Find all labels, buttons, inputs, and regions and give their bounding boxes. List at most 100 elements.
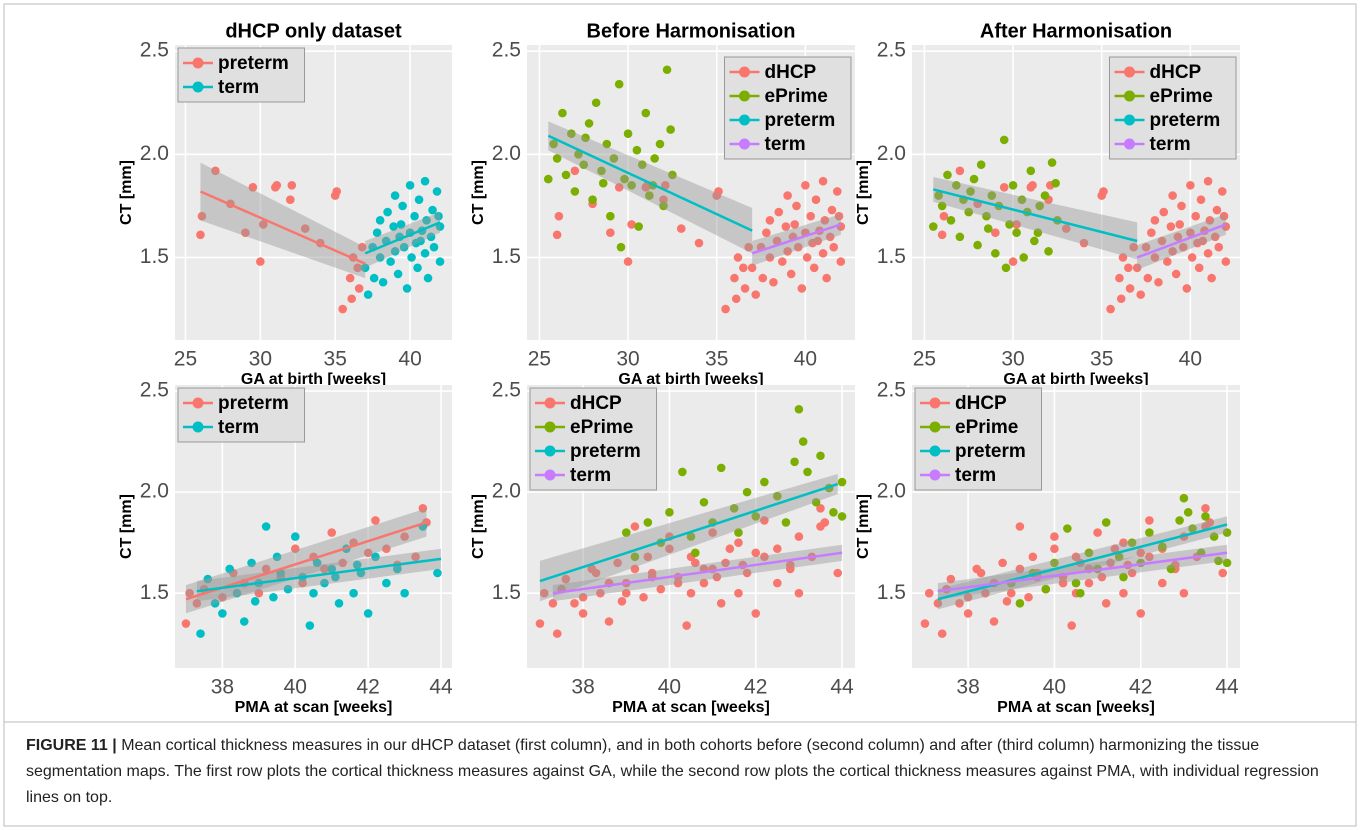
legend-key: [544, 469, 556, 481]
point: [798, 437, 808, 446]
point: [834, 211, 844, 221]
legend-label: dHCP: [955, 393, 1007, 414]
point: [596, 588, 605, 598]
point: [261, 522, 271, 531]
legend-label: dHCP: [1150, 62, 1202, 83]
legend-key: [1124, 114, 1135, 126]
point: [192, 599, 202, 608]
point: [818, 176, 828, 186]
point: [1106, 558, 1115, 568]
point: [1012, 228, 1021, 238]
x-tick-label: 40: [284, 676, 307, 699]
point: [334, 599, 344, 608]
legend: dHCP ePrime preterm term: [1109, 56, 1237, 160]
point: [407, 253, 416, 262]
point: [1028, 180, 1037, 190]
point: [1191, 211, 1200, 221]
point: [742, 487, 752, 497]
point: [1093, 528, 1102, 537]
point: [627, 180, 636, 190]
point: [955, 599, 964, 608]
legend-label: term: [765, 134, 806, 155]
point: [423, 273, 433, 283]
point: [1041, 584, 1051, 594]
point: [1119, 572, 1128, 582]
point: [578, 592, 588, 602]
regression-line: [552, 551, 843, 595]
point: [613, 558, 622, 568]
point: [983, 224, 993, 233]
point: [382, 544, 391, 554]
legend-key: [739, 66, 750, 78]
point: [300, 224, 310, 233]
x-axis-title: PMA at scan [weeks]: [235, 699, 393, 716]
point: [1150, 216, 1160, 225]
point: [630, 552, 640, 562]
point: [760, 477, 769, 487]
legend-key: [739, 90, 750, 102]
point: [1183, 508, 1193, 517]
point: [285, 195, 295, 205]
point: [813, 236, 823, 246]
point: [1150, 253, 1160, 262]
point: [390, 191, 400, 200]
point: [734, 528, 743, 537]
point: [1209, 532, 1219, 541]
point: [1159, 207, 1169, 217]
legend-label: preterm: [570, 441, 641, 462]
point: [691, 558, 700, 568]
y-tick-label: 2.0: [877, 480, 906, 503]
point: [549, 139, 558, 149]
point: [426, 232, 436, 242]
x-tick-label: 35: [324, 348, 347, 371]
regression-line: [937, 551, 1228, 593]
point: [937, 629, 947, 638]
point: [616, 242, 626, 252]
point: [309, 588, 318, 598]
point: [1114, 552, 1124, 562]
point: [378, 277, 388, 287]
point: [832, 187, 842, 196]
point: [1058, 578, 1068, 588]
regression-line: [364, 221, 441, 255]
y-tick-label: 2.0: [492, 480, 521, 503]
legend-label: preterm: [955, 441, 1026, 462]
point: [937, 201, 947, 211]
legend-key: [192, 397, 204, 409]
legend: dHCP ePrime preterm term: [529, 387, 657, 491]
point: [287, 180, 297, 190]
point: [773, 578, 782, 588]
legend-key: [192, 57, 204, 69]
legend-label: preterm: [765, 110, 836, 131]
y-tick-label: 2.5: [492, 379, 521, 402]
point: [1210, 232, 1220, 242]
point: [655, 139, 665, 149]
point: [1101, 599, 1111, 608]
point: [410, 211, 419, 221]
point: [1035, 201, 1044, 211]
point: [623, 257, 633, 266]
point: [1207, 273, 1216, 283]
point: [818, 249, 828, 258]
point: [1177, 201, 1186, 211]
caption-text: Mean cortical thickness measures in our …: [26, 737, 1319, 806]
point: [614, 183, 624, 192]
legend-label: ePrime: [1150, 86, 1213, 107]
point: [1188, 524, 1197, 533]
x-tick-label: 42: [356, 676, 379, 699]
point: [1221, 257, 1231, 266]
x-axis-title: GA at birth [weeks]: [1003, 371, 1148, 388]
point: [1015, 564, 1025, 574]
legend-key: [1124, 138, 1135, 150]
point: [1040, 191, 1050, 200]
x-tick-label: 42: [744, 676, 767, 699]
point: [686, 588, 696, 598]
point: [969, 174, 979, 184]
point: [1157, 236, 1167, 246]
panel-title: After Harmonisation: [980, 20, 1172, 42]
point: [1008, 180, 1018, 190]
y-tick-label: 2.5: [140, 379, 169, 402]
point: [1061, 224, 1071, 233]
point: [816, 451, 825, 461]
point: [1119, 588, 1128, 598]
